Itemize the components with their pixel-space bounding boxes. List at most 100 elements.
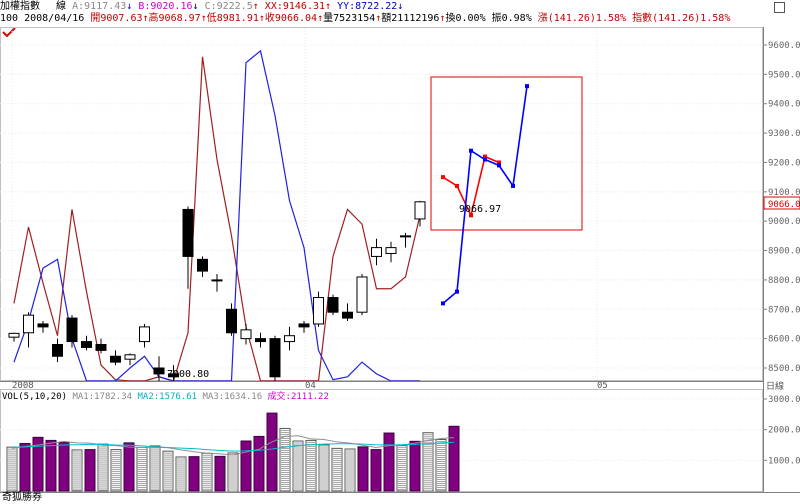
volume-tick-label: 2000.00 <box>768 426 800 436</box>
chart-header-line-2: 100 2008/04/16 開9007.63↑高9068.97↑低8981.9… <box>0 13 731 24</box>
brown-indicator-line <box>13 56 421 382</box>
volume-bar <box>383 432 395 492</box>
volume-tick-label: 1000.00 <box>768 456 800 466</box>
price-tick-label: 9200.00 <box>768 158 800 168</box>
volume-bar <box>162 450 174 492</box>
volume-bar <box>357 446 369 492</box>
volume-bar <box>292 440 304 492</box>
chart-title: 加權指數 <box>0 1 40 12</box>
candle-body <box>298 323 310 328</box>
low-value: 低8981.91 <box>206 13 259 24</box>
candle-body <box>255 338 266 343</box>
ma-b-value: B:9020.16 <box>138 1 193 12</box>
candle-body <box>327 297 339 313</box>
forecast-red-line-point <box>455 183 459 188</box>
volume-bar <box>370 449 382 492</box>
price-tick-label: 9400.00 <box>768 100 800 110</box>
price-tick-label: 9000.00 <box>768 217 800 227</box>
volume-bar <box>422 432 434 492</box>
volume-bar <box>58 442 70 492</box>
price-tick-label: 9100.00 <box>768 188 800 198</box>
candle-body <box>240 329 252 340</box>
yy-value: YY:8722.22 <box>337 1 398 12</box>
volume-header: VOL(5,10,20) MA1:1782.34 MA2:1576.61 MA3… <box>2 391 329 403</box>
candle-body <box>52 344 63 357</box>
window-restore-icon[interactable] <box>774 2 785 13</box>
candle-body <box>284 335 295 343</box>
candle-body <box>139 326 150 343</box>
volume-bar <box>188 456 200 492</box>
blue-indicator-line <box>13 49 420 382</box>
check-mark-icon <box>2 27 16 38</box>
candle-body <box>371 247 382 257</box>
volume-bar <box>136 446 148 492</box>
candle-body <box>385 247 397 254</box>
forecast-red-line-point <box>497 160 501 165</box>
forecast-blue-line-point <box>497 163 501 168</box>
forecast-blue-line <box>442 85 528 305</box>
vol-ma1: MA1:1782.34 <box>72 392 133 402</box>
volume-bar <box>175 456 187 492</box>
volume-ma1-line <box>11 435 455 456</box>
candle-body <box>211 279 223 282</box>
candle-body <box>81 341 92 348</box>
candle-body <box>342 311 353 319</box>
footer-label: 奇狐勝券 <box>2 492 42 503</box>
volume-bar <box>253 435 265 492</box>
forecast-red-line <box>442 155 500 218</box>
price-tick-label: 8500.00 <box>768 364 800 374</box>
line-label: 線 <box>56 1 67 12</box>
xx-value: XX:9146.31 <box>264 1 326 12</box>
price-tick-label: 8800.00 <box>768 276 800 286</box>
change-value: 漲(141.26)1.58% <box>537 13 627 24</box>
open-value: 開9007.63 <box>90 13 143 24</box>
volume-tick-label: 3000.00 <box>768 395 800 405</box>
time-mode-label: 日線 <box>766 380 784 392</box>
candle-body <box>37 323 49 328</box>
volume-bar <box>32 436 44 492</box>
candle-body <box>269 338 281 378</box>
amplitude-value: 振0.98% <box>491 13 532 24</box>
turnover-value: 換0.00% <box>445 13 486 24</box>
date-value: 2008/04/16 <box>24 13 85 24</box>
candle-body <box>153 367 165 375</box>
volume-label: VOL(5,10,20) <box>2 392 68 402</box>
time-label-year: 2008 <box>12 381 34 391</box>
current-price-label: 9066.00 <box>768 200 800 210</box>
current-price-tag <box>763 196 800 210</box>
forecast-red-line-point <box>483 154 487 159</box>
candle-body <box>8 332 20 338</box>
price-tick-label: 9500.00 <box>768 70 800 80</box>
candle-body <box>182 208 194 257</box>
close-value: 收9066.04 <box>264 13 318 24</box>
volume-panel-frame <box>0 389 763 492</box>
ma-a-value: A:9117.43 <box>72 1 127 12</box>
candle-body <box>226 308 237 334</box>
vol-ma3: MA3:1634.16 <box>202 392 263 402</box>
volume-bar <box>214 455 226 492</box>
volume-bar <box>396 445 408 492</box>
volume-bar <box>331 447 343 492</box>
volume-bar <box>110 449 122 492</box>
candle-body <box>23 314 34 334</box>
volume-bar <box>45 439 57 492</box>
volume-bar <box>448 425 460 492</box>
candle-body <box>313 297 324 325</box>
forecast-blue-line-point <box>469 148 473 153</box>
ma-c-value: C:9222.5 <box>204 1 253 12</box>
forecast-blue-line-point <box>483 157 487 162</box>
volume-bar <box>149 445 161 492</box>
candle-body <box>95 344 107 351</box>
price-tick-label: 9600.00 <box>768 41 800 51</box>
volume-ma2-line <box>11 441 455 452</box>
forecast-blue-line-point <box>455 289 459 294</box>
candle-body <box>414 201 426 220</box>
candle-body <box>110 355 121 363</box>
price-tick-label: 8900.00 <box>768 247 800 257</box>
volume-bar <box>305 439 317 492</box>
vol-ma2: MA2:1576.61 <box>137 392 198 402</box>
forecast-blue-line-point <box>511 183 515 188</box>
volume-bar <box>71 449 83 492</box>
forecast-highlight-box <box>430 76 583 231</box>
